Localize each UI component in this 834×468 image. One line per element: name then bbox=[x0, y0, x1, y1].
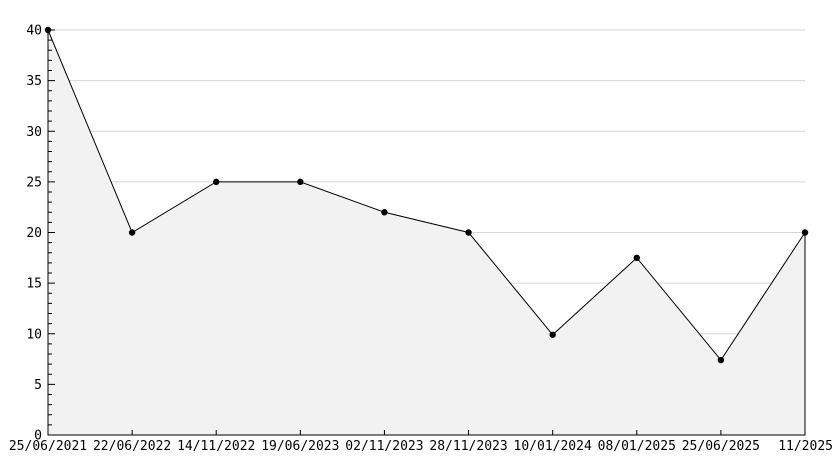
x-axis-tick-label-3: 19/06/2023 bbox=[261, 439, 339, 454]
y-axis-tick-label-10: 10 bbox=[26, 327, 42, 342]
x-axis-tick-label-2: 14/11/2022 bbox=[177, 439, 255, 454]
x-axis-tick-label-8: 25/06/2025 bbox=[682, 439, 760, 454]
x-axis-tick-label-9: 11/2025 bbox=[778, 439, 833, 454]
data-point-10-01-2024 bbox=[549, 331, 556, 338]
x-axis-tick-label-0: 25/06/2021 bbox=[9, 439, 87, 454]
x-axis-tick-label-4: 02/11/2023 bbox=[345, 439, 423, 454]
data-point-25-06-2025 bbox=[717, 356, 725, 364]
data-point-11-2025 bbox=[801, 229, 809, 236]
data-point-19-06-2023 bbox=[297, 178, 304, 186]
y-axis-tick-label-20: 20 bbox=[26, 226, 42, 241]
x-axis-tick-label-5: 28/11/2023 bbox=[429, 439, 507, 454]
data-point-02-11-2023 bbox=[381, 209, 388, 216]
y-axis-tick-label-25: 25 bbox=[26, 175, 42, 190]
y-axis-tick-label-5: 5 bbox=[34, 378, 42, 393]
x-axis-tick-label-1: 22/06/2022 bbox=[93, 439, 171, 454]
y-axis-tick-label-40: 40 bbox=[26, 24, 42, 39]
y-axis-tick-label-0: 0 bbox=[34, 429, 42, 444]
x-axis-tick-label-7: 08/01/2025 bbox=[598, 439, 676, 454]
x-axis-tick-label-6: 10/01/2024 bbox=[514, 439, 592, 454]
y-axis-tick-label-35: 35 bbox=[26, 74, 42, 89]
data-point-28-11-2023 bbox=[465, 229, 472, 236]
y-axis-tick-label-15: 15 bbox=[26, 277, 42, 292]
data-point-14-11-2022 bbox=[213, 178, 220, 186]
data-point-08-01-2025 bbox=[633, 254, 640, 262]
y-axis-tick-label-30: 30 bbox=[26, 125, 42, 140]
data-point-22-06-2022 bbox=[128, 229, 136, 236]
